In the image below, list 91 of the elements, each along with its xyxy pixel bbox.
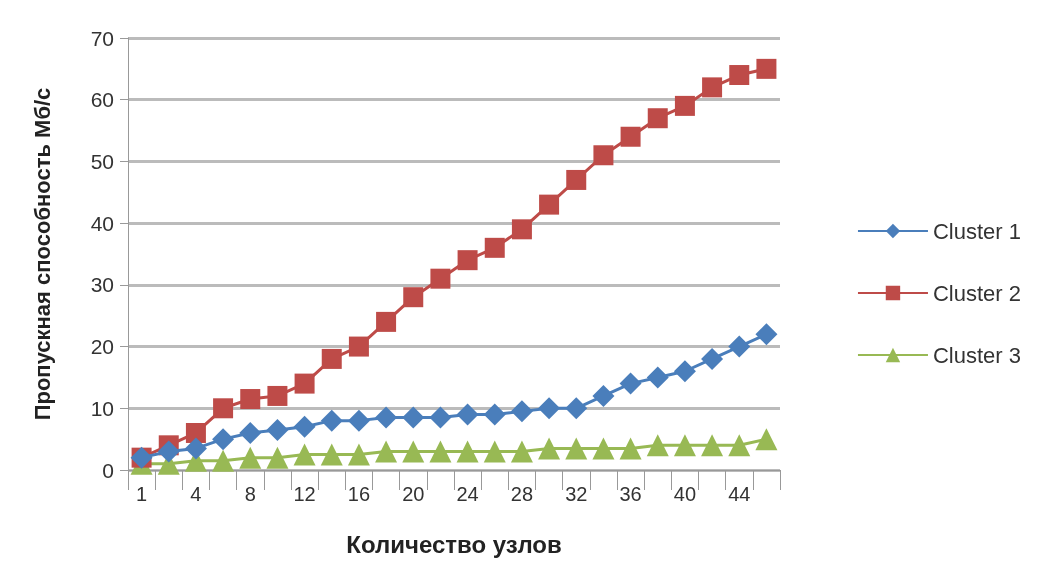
point <box>565 397 588 420</box>
point <box>185 422 206 443</box>
point <box>403 287 424 308</box>
point <box>566 169 587 190</box>
point <box>702 77 723 98</box>
point <box>157 440 180 463</box>
point <box>728 335 751 358</box>
point <box>376 311 397 332</box>
x-tick-label: 16 <box>347 483 371 505</box>
point <box>375 406 398 429</box>
point <box>321 348 342 369</box>
point <box>701 347 724 370</box>
y-tick-label: 0 <box>102 458 114 482</box>
x-tick-label: 36 <box>619 483 642 505</box>
point <box>457 250 478 271</box>
point <box>593 145 614 166</box>
x-tick-label: 8 <box>244 483 256 505</box>
point <box>647 108 668 129</box>
point <box>592 384 615 407</box>
x-tick-label: 28 <box>510 483 534 505</box>
point <box>213 398 234 419</box>
point <box>592 437 615 460</box>
point <box>620 126 641 147</box>
legend-label: Cluster 2 <box>932 280 1022 306</box>
point <box>646 366 669 389</box>
point <box>510 440 533 463</box>
point <box>320 443 343 466</box>
point <box>619 372 642 395</box>
point <box>538 397 561 420</box>
point <box>347 409 370 432</box>
point <box>294 373 315 394</box>
point <box>565 437 588 460</box>
y-tick-label: 10 <box>90 396 114 420</box>
point <box>728 434 751 457</box>
point <box>375 440 398 463</box>
point <box>539 194 560 215</box>
point <box>429 440 452 463</box>
x-tick-label: 20 <box>402 483 425 505</box>
y-tick-label: 50 <box>90 149 114 173</box>
point <box>456 403 479 426</box>
point <box>347 443 370 466</box>
x-tick-label: 1 <box>136 483 148 505</box>
x-tick-label: 12 <box>293 483 316 505</box>
point <box>755 428 778 451</box>
point <box>239 446 262 469</box>
y-tick-label: 70 <box>90 26 114 50</box>
point <box>293 443 316 466</box>
point <box>673 360 696 383</box>
point <box>483 403 506 426</box>
point <box>510 400 533 423</box>
y-tick-label: 60 <box>90 88 114 112</box>
x-tick-label: 4 <box>190 483 202 505</box>
point <box>430 268 451 289</box>
point <box>320 409 343 432</box>
legend-label: Cluster 1 <box>932 218 1022 244</box>
legend-label: Cluster 3 <box>932 342 1022 368</box>
y-tick-label: 30 <box>90 273 114 297</box>
point <box>619 437 642 460</box>
point <box>240 389 261 410</box>
point <box>456 440 479 463</box>
point <box>756 58 777 79</box>
point <box>673 434 696 457</box>
point <box>402 406 425 429</box>
point <box>429 406 452 429</box>
point <box>267 385 288 406</box>
y-axis-title: Пропускная способность Мб/с <box>29 87 55 421</box>
point <box>484 237 505 258</box>
point <box>212 428 235 451</box>
point <box>646 434 669 457</box>
point <box>402 440 425 463</box>
point <box>483 440 506 463</box>
point <box>266 446 289 469</box>
point <box>538 437 561 460</box>
point <box>511 219 532 240</box>
x-tick-label: 40 <box>673 483 697 505</box>
x-tick-label: 32 <box>565 483 588 505</box>
point <box>266 418 289 441</box>
x-tick-label: 24 <box>456 483 479 505</box>
x-axis-title: Количество узлов <box>346 530 562 558</box>
point <box>701 434 724 457</box>
point <box>755 323 778 346</box>
point <box>212 449 235 472</box>
point <box>239 421 262 444</box>
x-tick-label: 44 <box>728 483 751 505</box>
point <box>674 95 695 116</box>
point <box>348 336 369 357</box>
y-tick-label: 20 <box>90 335 114 359</box>
point <box>729 65 750 86</box>
point <box>184 437 207 460</box>
point <box>293 415 316 438</box>
y-tick-label: 40 <box>90 211 114 235</box>
